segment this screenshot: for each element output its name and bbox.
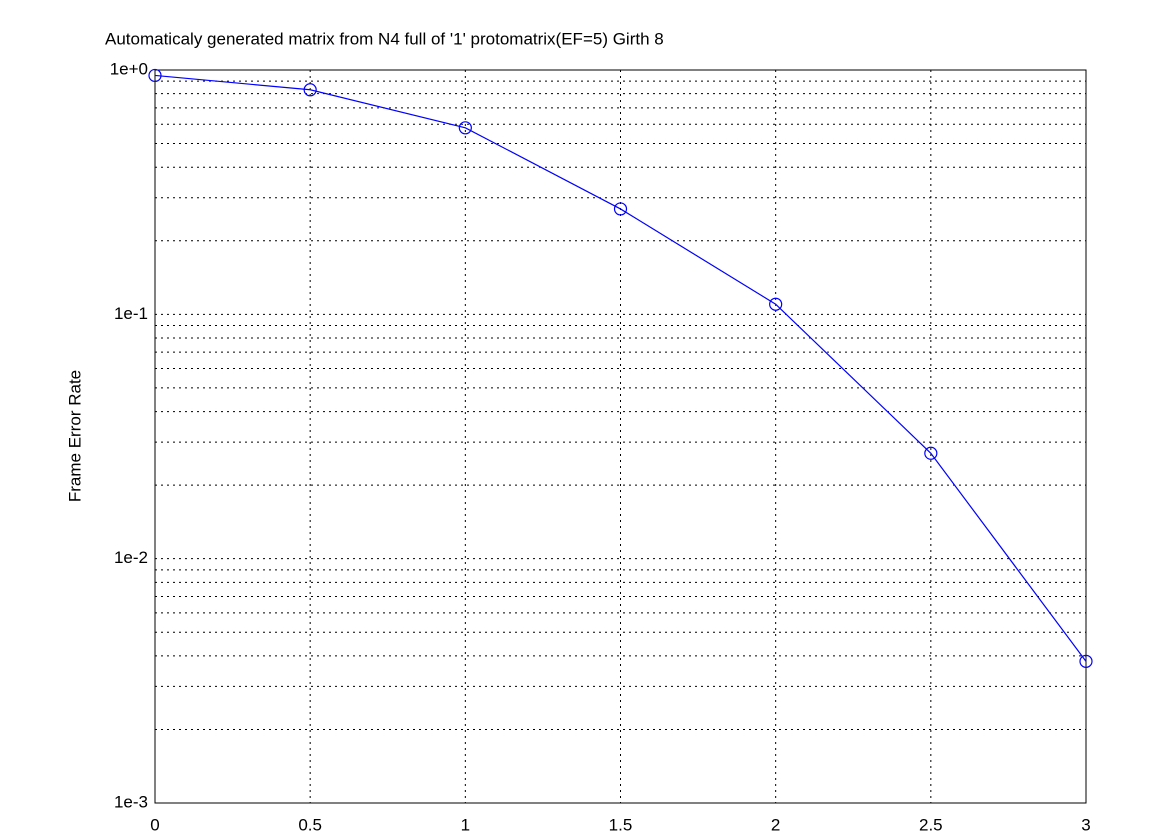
y-tick-label: 1e-1	[114, 304, 148, 323]
data-point	[613, 202, 628, 216]
chart-title: Automaticaly generated matrix from N4 fu…	[105, 29, 664, 48]
x-tick-label: 1	[461, 815, 470, 834]
y-tick-label: 1e+0	[110, 59, 148, 78]
x-tick-label: 2.5	[919, 815, 943, 834]
data-point	[1079, 654, 1093, 668]
data-point	[458, 121, 472, 135]
data-point	[303, 83, 317, 97]
x-tick-label: 0.5	[298, 815, 322, 834]
x-tick-label: 0	[150, 815, 159, 834]
y-tick-label: 1e-3	[114, 792, 148, 811]
x-tick-label: 1.5	[609, 815, 633, 834]
y-tick-label: 1e-2	[114, 548, 148, 567]
x-tick-label: 2	[771, 815, 780, 834]
series-line	[154, 74, 1087, 662]
data-point	[148, 68, 162, 83]
y-axis-label: Frame Error Rate	[65, 370, 84, 502]
x-tick-label: 3	[1081, 815, 1090, 834]
data-point	[769, 297, 783, 311]
data-point	[924, 446, 938, 460]
plot-frame	[154, 69, 1087, 804]
